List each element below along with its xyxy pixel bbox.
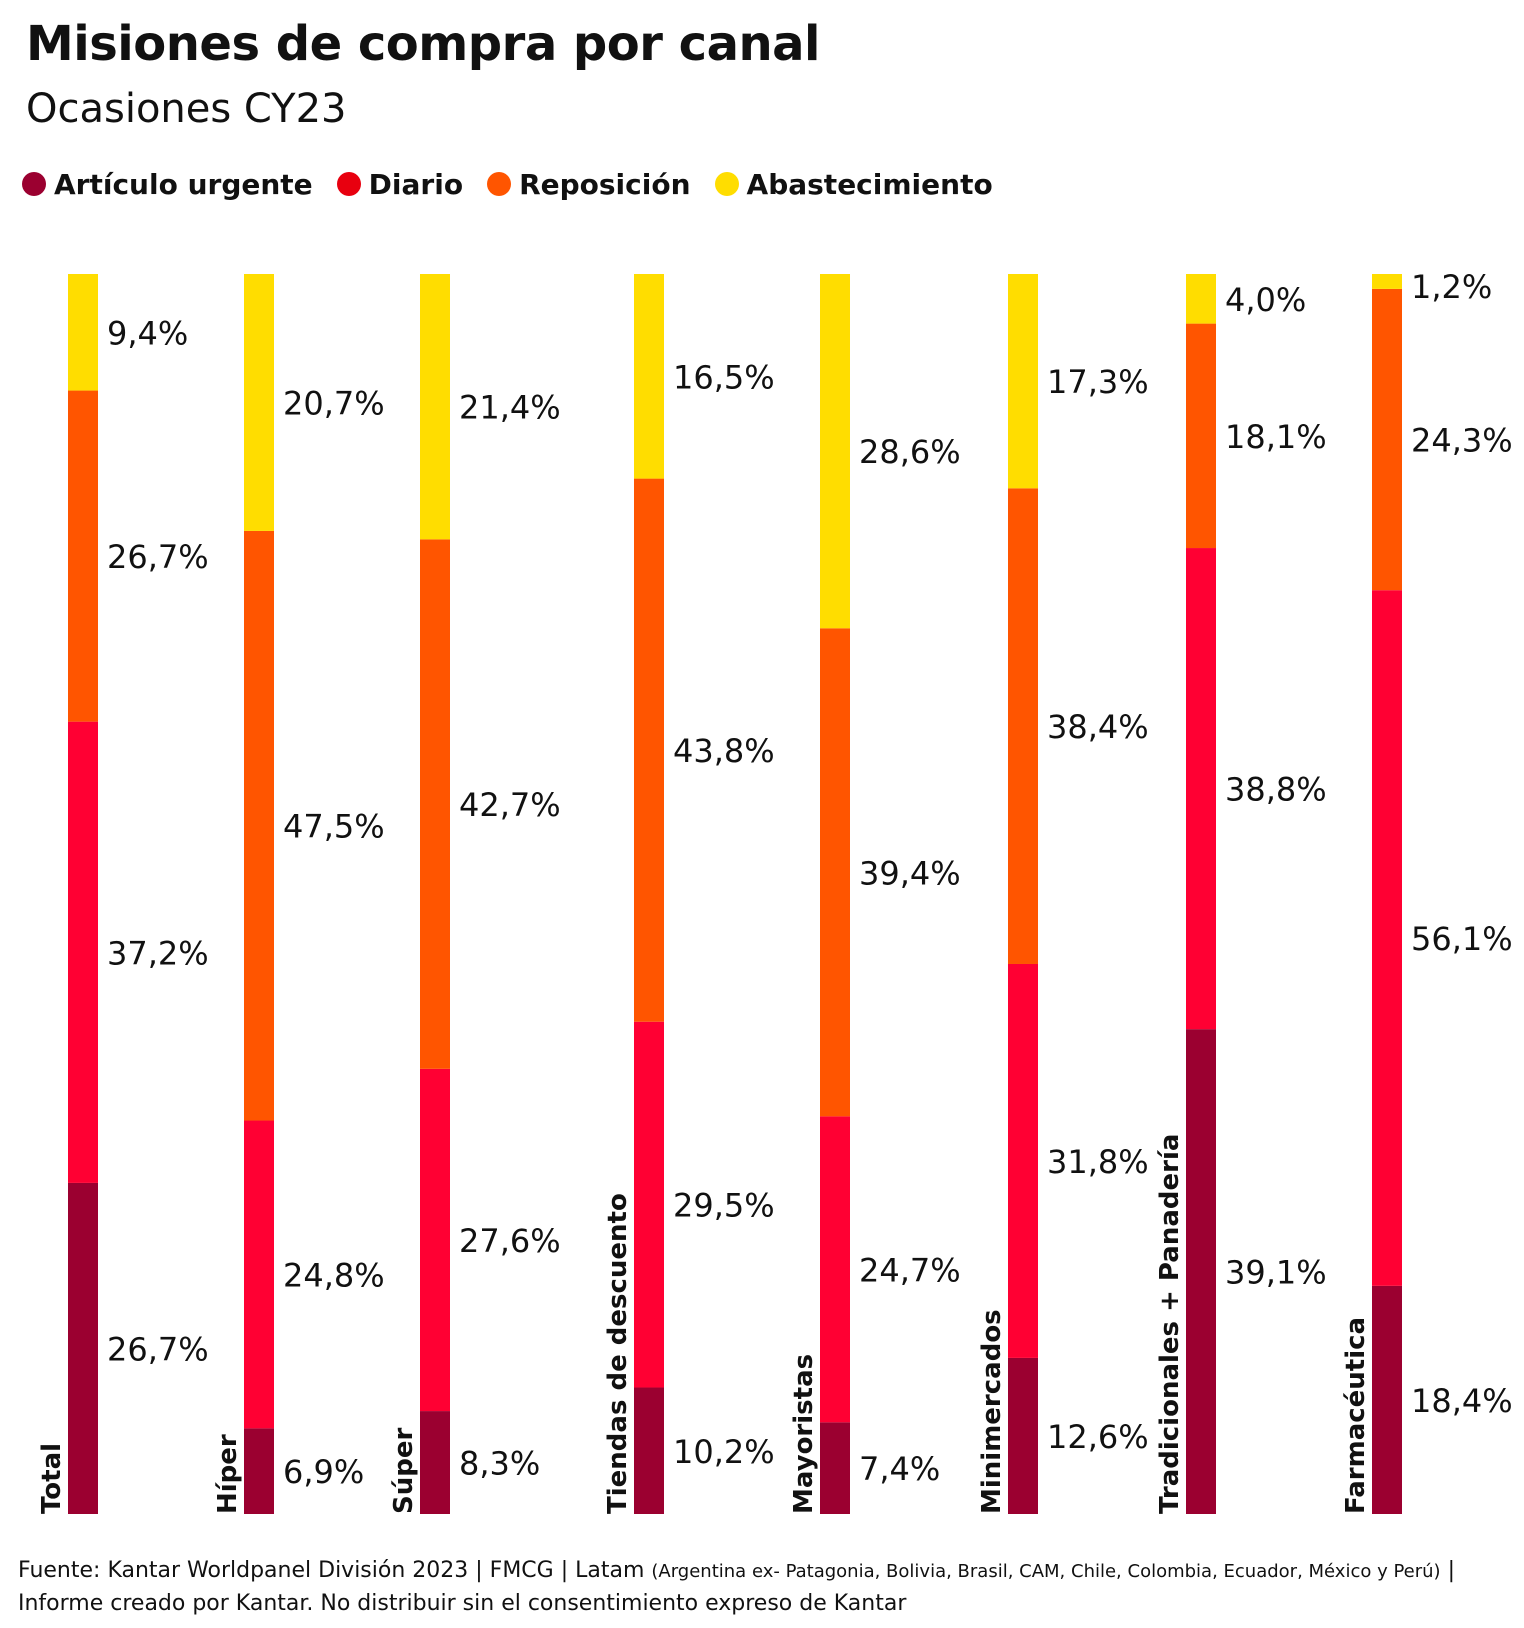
bar-segment-super-abastecimiento — [420, 274, 450, 540]
bar-segment-super-diario — [420, 1068, 450, 1412]
bar-segment-mayoristas-abastecimiento — [820, 274, 850, 629]
bar-segment-farmaceutica-diario — [1372, 590, 1402, 1286]
legend-item-abastecimiento: Abastecimiento — [714, 167, 993, 201]
data-label-total-abastecimiento: 9,4% — [107, 314, 188, 352]
category-label-mayoristas: Mayoristas — [789, 1354, 819, 1514]
data-label-hiper-articulo-urgente: 6,9% — [283, 1453, 364, 1491]
bar-segment-tradicionales-panaderia-diario — [1186, 548, 1216, 1030]
data-label-super-diario: 27,6% — [459, 1222, 561, 1260]
bar-segment-minimercados-abastecimiento — [1008, 274, 1038, 489]
data-label-tiendas-de-descuento-reposicion: 43,8% — [673, 732, 775, 770]
bar-segment-farmaceutica-articulo-urgente — [1372, 1285, 1402, 1514]
data-label-total-diario: 37,2% — [107, 934, 209, 972]
bar-segment-farmaceutica-reposicion — [1372, 288, 1402, 591]
category-label-total: Total — [37, 1443, 67, 1514]
footer-countries: (Argentina ex- Patagonia, Bolivia, Brasi… — [651, 1561, 1441, 1582]
legend-label: Artículo urgente — [54, 167, 313, 201]
bar-segment-mayoristas-reposicion — [820, 628, 850, 1117]
data-label-farmaceutica-abastecimiento: 1,2% — [1411, 268, 1492, 306]
data-label-tiendas-de-descuento-articulo-urgente: 10,2% — [673, 1433, 775, 1471]
legend-label: Reposición — [519, 167, 691, 201]
data-label-mayoristas-diario: 24,7% — [859, 1251, 961, 1289]
bar-segment-total-reposicion — [68, 390, 98, 722]
bar-segment-total-abastecimiento — [68, 274, 98, 391]
bar-segment-tradicionales-panaderia-abastecimiento — [1186, 274, 1216, 324]
data-label-minimercados-articulo-urgente: 12,6% — [1047, 1418, 1149, 1456]
bar-segment-hiper-abastecimiento — [244, 274, 274, 531]
legend-dot-icon — [714, 172, 739, 196]
data-label-farmaceutica-reposicion: 24,3% — [1411, 422, 1513, 460]
bar-segment-hiper-articulo-urgente — [244, 1428, 274, 1514]
category-label-farmaceutica: Farmacéutica — [1341, 1317, 1371, 1514]
data-label-mayoristas-articulo-urgente: 7,4% — [859, 1450, 940, 1488]
category-label-hiper: Híper — [213, 1434, 243, 1514]
data-label-total-reposicion: 26,7% — [107, 538, 209, 576]
category-label-tradicionales-panaderia: Tradicionales + Panadería — [1155, 1134, 1185, 1514]
bar-segment-minimercados-diario — [1008, 963, 1038, 1358]
data-label-minimercados-reposicion: 38,4% — [1047, 708, 1149, 746]
source-footer: Fuente: Kantar Worldpanel División 2023 … — [18, 1555, 1508, 1620]
chart-legend: Artículo urgente Diario Reposición Abast… — [22, 164, 1017, 204]
bar-segment-total-diario — [68, 721, 98, 1183]
chart-subtitle: Ocasiones CY23 — [26, 86, 347, 132]
data-label-farmaceutica-diario: 56,1% — [1411, 920, 1513, 958]
data-label-tradicionales-panaderia-reposicion: 18,1% — [1225, 418, 1327, 456]
bar-segment-tiendas-de-descuento-abastecimiento — [634, 274, 664, 479]
data-label-super-abastecimiento: 21,4% — [459, 389, 561, 427]
legend-item-articulo-urgente: Artículo urgente — [22, 168, 313, 201]
footer-source: Fuente: Kantar Worldpanel División 2023 … — [18, 1558, 645, 1583]
data-label-tiendas-de-descuento-abastecimiento: 16,5% — [673, 358, 775, 396]
data-label-tradicionales-panaderia-abastecimiento: 4,0% — [1225, 281, 1306, 319]
legend-label: Abastecimiento — [746, 167, 993, 201]
data-label-mayoristas-reposicion: 39,4% — [859, 854, 961, 892]
bar-segment-tiendas-de-descuento-reposicion — [634, 478, 664, 1022]
data-label-super-articulo-urgente: 8,3% — [459, 1445, 540, 1483]
data-label-mayoristas-abastecimiento: 28,6% — [859, 433, 961, 471]
bar-segment-farmaceutica-abastecimiento — [1372, 274, 1402, 289]
data-label-hiper-reposicion: 47,5% — [283, 808, 385, 846]
bar-segment-super-articulo-urgente — [420, 1411, 450, 1514]
data-label-minimercados-diario: 31,8% — [1047, 1143, 1149, 1181]
data-label-total-articulo-urgente: 26,7% — [107, 1330, 209, 1368]
category-label-tiendas-de-descuento: Tiendas de descuento — [603, 1193, 633, 1514]
footer-note: | Informe creado por Kantar. No distribu… — [18, 1558, 1455, 1616]
data-label-tiendas-de-descuento-diario: 29,5% — [673, 1187, 775, 1225]
category-label-minimercados: Minimercados — [977, 1309, 1007, 1514]
data-label-tradicionales-panaderia-articulo-urgente: 39,1% — [1225, 1254, 1327, 1292]
chart-title: Misiones de compra por canal — [26, 16, 821, 72]
bar-segment-total-articulo-urgente — [68, 1182, 98, 1514]
category-label-super: Súper — [389, 1428, 419, 1514]
bar-segment-tradicionales-panaderia-articulo-urgente — [1186, 1029, 1216, 1514]
bar-segment-mayoristas-diario — [820, 1116, 850, 1423]
legend-item-reposicion: Reposición — [487, 167, 691, 201]
bar-segment-tiendas-de-descuento-diario — [634, 1021, 664, 1388]
legend-dot-icon — [336, 172, 361, 196]
data-label-hiper-abastecimiento: 20,7% — [283, 384, 385, 422]
bar-segment-hiper-diario — [244, 1120, 274, 1429]
bar-segment-minimercados-reposicion — [1008, 488, 1038, 964]
bar-segment-hiper-reposicion — [244, 530, 274, 1121]
data-label-tradicionales-panaderia-diario: 38,8% — [1225, 771, 1327, 809]
legend-dot-icon — [487, 172, 512, 196]
bar-segment-tiendas-de-descuento-articulo-urgente — [634, 1387, 664, 1514]
stacked-bar-chart: 26,7% 37,2% 26,7% 9,4% Total 6,9% 24,8% 47,5% 20… — [37, 268, 1513, 1514]
legend-label: Diario — [368, 167, 464, 201]
data-label-farmaceutica-articulo-urgente: 18,4% — [1411, 1382, 1513, 1420]
data-label-super-reposicion: 42,7% — [459, 786, 561, 824]
bar-segment-minimercados-articulo-urgente — [1008, 1357, 1038, 1514]
bar-segment-super-reposicion — [420, 539, 450, 1069]
data-label-minimercados-abastecimiento: 17,3% — [1047, 363, 1149, 401]
legend-item-diario: Diario — [336, 167, 464, 201]
bar-segment-tradicionales-panaderia-reposicion — [1186, 323, 1216, 549]
data-label-hiper-diario: 24,8% — [283, 1256, 385, 1294]
legend-dot-icon — [22, 172, 46, 196]
bar-segment-mayoristas-articulo-urgente — [820, 1422, 850, 1514]
